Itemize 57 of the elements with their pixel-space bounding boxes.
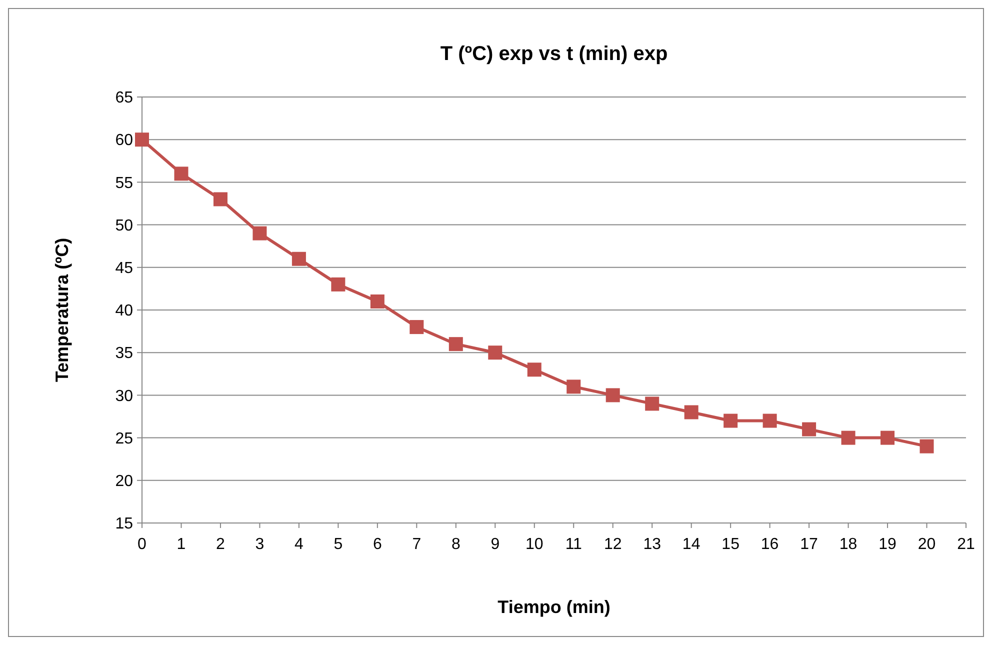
x-tick-label: 20	[918, 536, 936, 553]
point	[802, 422, 816, 436]
x-tick-label: 18	[839, 536, 858, 553]
y-tick-label: 60	[115, 132, 134, 150]
point	[135, 132, 149, 147]
x-tick-label: 10	[525, 536, 544, 553]
x-tick-label: 11	[565, 536, 582, 553]
x-axis-title: Tiempo (min)	[498, 597, 610, 617]
point	[213, 192, 228, 206]
x-tick-label: 1	[176, 536, 186, 553]
point	[370, 294, 384, 308]
x-tick-label: 3	[255, 536, 264, 553]
point	[292, 252, 306, 266]
x-tick-label: 12	[604, 536, 622, 553]
x-tick-label: 2	[216, 536, 226, 553]
x-tick-label: 9	[490, 536, 500, 553]
x-tick-label: 7	[412, 536, 422, 553]
point	[566, 380, 581, 394]
x-tick-label: 14	[682, 536, 700, 553]
x-tick-label: 5	[334, 536, 343, 553]
y-axis-title: Temperatura (ºC)	[52, 238, 72, 382]
y-tick-label: 15	[115, 516, 134, 533]
x-tick-label: 13	[643, 536, 662, 553]
point	[762, 414, 777, 428]
point	[920, 439, 934, 454]
x-tick-label: 21	[957, 536, 975, 553]
x-tick-label: 16	[760, 536, 779, 553]
point	[880, 430, 895, 445]
y-tick-label: 45	[115, 260, 134, 277]
x-tick-label: 6	[372, 536, 382, 553]
y-tick-label: 35	[115, 345, 134, 362]
point	[645, 396, 660, 411]
x-tick-label: 15	[722, 536, 740, 553]
point	[488, 346, 502, 360]
y-tick-label: 55	[115, 174, 134, 192]
y-tick-label: 30	[115, 388, 134, 405]
x-tick-label: 4	[294, 536, 304, 553]
point	[841, 430, 856, 445]
x-tick-label: 17	[800, 536, 818, 553]
chart-title: T (ºC) exp vs t (min) exp	[440, 43, 668, 65]
x-tick-label: 0	[138, 536, 147, 553]
x-tick-label: 8	[451, 536, 460, 553]
point	[448, 337, 463, 352]
point	[527, 362, 542, 377]
y-tick-label: 50	[115, 217, 134, 234]
y-tick-label: 25	[115, 430, 134, 448]
point	[724, 414, 738, 428]
y-tick-label: 65	[115, 90, 134, 107]
point	[410, 320, 424, 334]
point	[606, 388, 620, 402]
point	[331, 277, 346, 292]
point	[174, 166, 188, 181]
y-tick-label: 40	[115, 302, 134, 320]
x-tick-label: 19	[878, 536, 897, 553]
point	[684, 405, 698, 420]
point	[252, 226, 267, 240]
y-tick-label: 20	[115, 473, 134, 490]
